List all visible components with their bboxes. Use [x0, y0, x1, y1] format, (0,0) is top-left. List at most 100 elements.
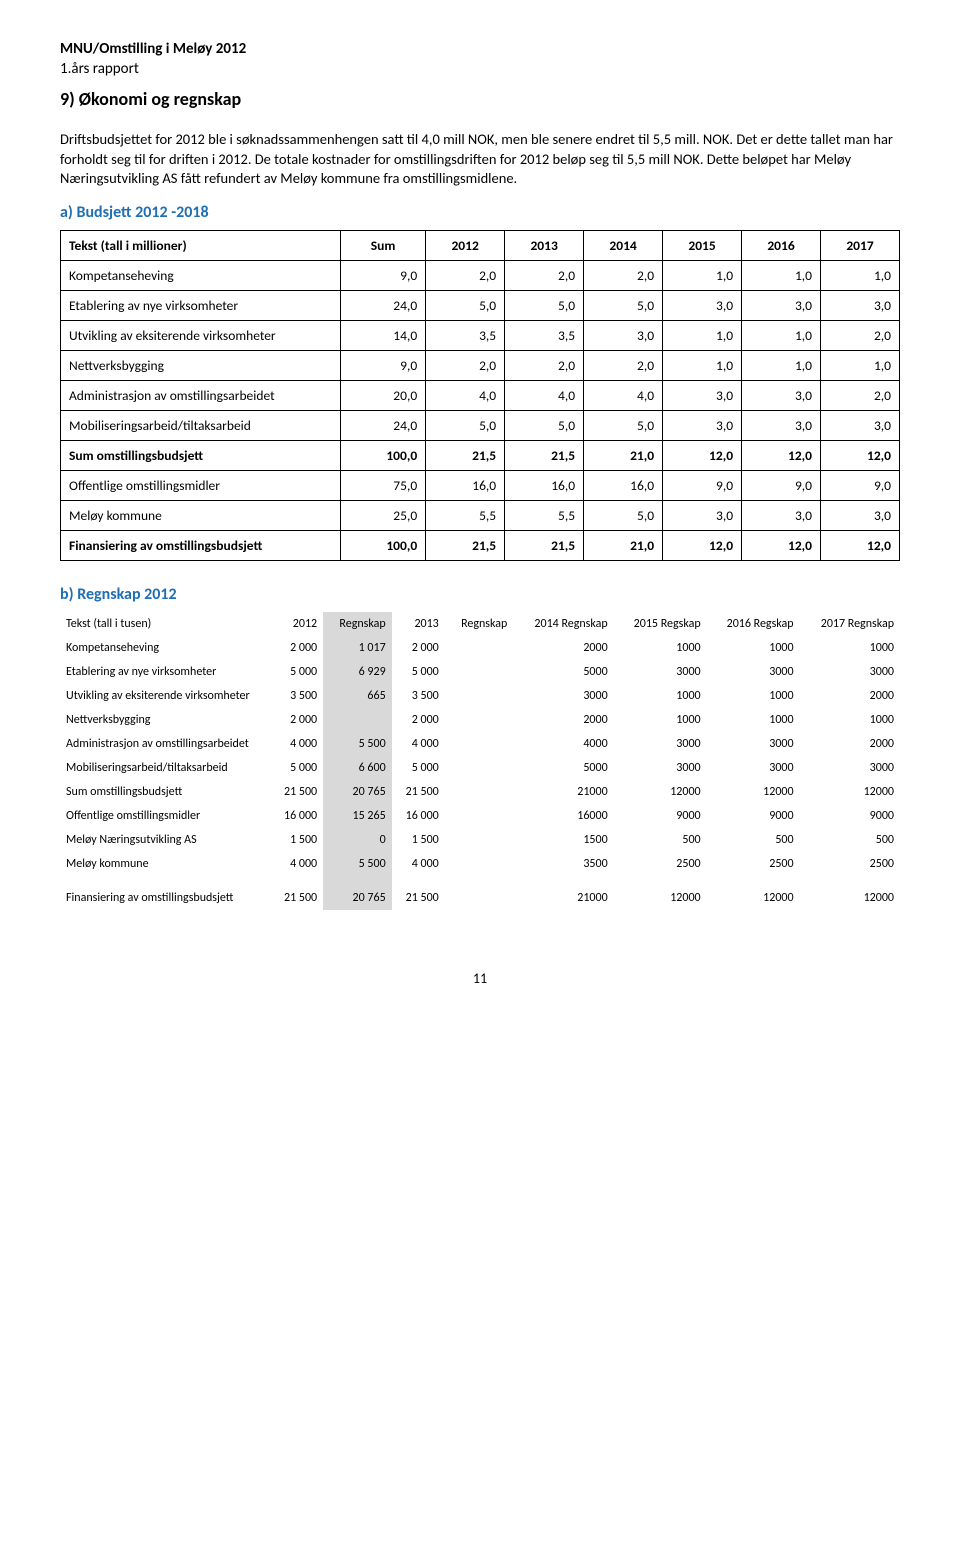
table-row: Sum omstillingsbudsjett21 50020 76521 50… [60, 780, 900, 804]
gap-cell [707, 876, 800, 886]
cell: 2,0 [505, 260, 584, 290]
budget-col: 2016 [742, 230, 821, 260]
table-row: Mobiliseringsarbeid/tiltaksarbeid24,0 5,0… [61, 410, 900, 440]
regnskap-table: Tekst (tall i tusen) 2012 Regnskap 2013 … [60, 612, 900, 910]
cell: 21000 [513, 780, 613, 804]
doc-header-title: MNU/Omstilling i Meløy 2012 [60, 40, 900, 58]
cell: 21,5 [505, 530, 584, 560]
gap-cell [614, 876, 707, 886]
table-row: Nettverksbygging9,02,02,02,01,01,01,0 [61, 350, 900, 380]
cell: 4 000 [392, 852, 445, 876]
cell: 1 500 [392, 828, 445, 852]
cell: 24,0 [341, 290, 426, 320]
cell: 21 500 [270, 780, 323, 804]
cell: 20 765 [323, 780, 392, 804]
row-label: Nettverksbygging [60, 708, 270, 732]
cell: 2000 [800, 684, 900, 708]
cell: 3000 [614, 660, 707, 684]
regnskap-col: 2013 [392, 612, 445, 636]
cell: 21,5 [505, 440, 584, 470]
table-row: Utvikling av eksiterende virksomheter14,… [61, 320, 900, 350]
table-row: Utvikling av eksiterende virksomheter3 5… [60, 684, 900, 708]
cell: 1,0 [742, 350, 821, 380]
cell: 665 [323, 684, 392, 708]
row-label: Mobiliseringsarbeid/tiltaksarbeid [61, 410, 341, 440]
row-label: Administrasjon av omstillingsarbeidet [61, 380, 341, 410]
row-label: Etablering av nye virksomheter [61, 290, 341, 320]
cell: 4 000 [270, 852, 323, 876]
row-label: Meløy kommune [60, 852, 270, 876]
cell: 3,0 [821, 290, 900, 320]
cell: 9,0 [341, 350, 426, 380]
cell: 9000 [800, 804, 900, 828]
cell: 16,0 [426, 470, 505, 500]
cell: 1000 [707, 708, 800, 732]
cell: 1 500 [270, 828, 323, 852]
cell: 21 500 [392, 780, 445, 804]
cell: 2,0 [426, 260, 505, 290]
cell: 3000 [513, 684, 613, 708]
row-label: Administrasjon av omstillingsarbeidet [60, 732, 270, 756]
cell [445, 732, 514, 756]
table-row: Etablering av nye virksomheter5 0006 929… [60, 660, 900, 684]
page-number: 11 [60, 970, 900, 987]
cell: 2 000 [270, 708, 323, 732]
cell: 4000 [513, 732, 613, 756]
cell: 12,0 [821, 530, 900, 560]
row-label: Kompetanseheving [60, 636, 270, 660]
cell: 12,0 [663, 440, 742, 470]
row-label: Meløy Næringsutvikling AS [60, 828, 270, 852]
cell: 3,0 [742, 500, 821, 530]
cell: 9000 [707, 804, 800, 828]
cell: 5,0 [584, 500, 663, 530]
row-label: Sum omstillingsbudsjett [61, 440, 341, 470]
cell [445, 804, 514, 828]
cell: 2000 [513, 636, 613, 660]
budget-heading: a) Budsjett 2012 -2018 [60, 203, 900, 222]
cell: 0 [323, 828, 392, 852]
cell [445, 780, 514, 804]
row-label: Kompetanseheving [61, 260, 341, 290]
cell: 2,0 [426, 350, 505, 380]
cell: 5,0 [505, 410, 584, 440]
budget-col: 2013 [505, 230, 584, 260]
cell: 3000 [707, 660, 800, 684]
cell: 5,0 [584, 290, 663, 320]
cell [445, 828, 514, 852]
cell [445, 636, 514, 660]
cell: 5 000 [392, 756, 445, 780]
cell: 1000 [707, 684, 800, 708]
cell: 2 000 [392, 636, 445, 660]
cell: 5000 [513, 756, 613, 780]
cell: 1000 [800, 636, 900, 660]
cell: 9000 [614, 804, 707, 828]
cell: 5 500 [323, 852, 392, 876]
cell: 24,0 [341, 410, 426, 440]
cell: 3,0 [663, 380, 742, 410]
cell: 2,0 [821, 380, 900, 410]
row-label: Utvikling av eksiterende virksomheter [61, 320, 341, 350]
cell: 16 000 [392, 804, 445, 828]
regnskap-heading: b) Regnskap 2012 [60, 585, 900, 604]
doc-header-subtitle: 1.års rapport [60, 60, 900, 78]
cell [445, 708, 514, 732]
cell: 12000 [614, 780, 707, 804]
row-label: Sum omstillingsbudsjett [60, 780, 270, 804]
cell: 9,0 [821, 470, 900, 500]
cell: 3500 [513, 852, 613, 876]
cell: 4,0 [584, 380, 663, 410]
cell: 3000 [614, 756, 707, 780]
gap-cell [323, 876, 392, 886]
table-row: Finansiering av omstillingsbudsjett100,0… [61, 530, 900, 560]
cell [445, 660, 514, 684]
budget-col: 2014 [584, 230, 663, 260]
cell: 500 [707, 828, 800, 852]
cell: 15 265 [323, 804, 392, 828]
gap-cell [392, 876, 445, 886]
section-body: Driftsbudsjettet for 2012 ble i søknadss… [60, 130, 900, 189]
gap-row [60, 876, 900, 886]
cell: 2,0 [584, 350, 663, 380]
cell: 2000 [800, 732, 900, 756]
table-row: Meløy kommune25,05,55,55,03,03,03,0 [61, 500, 900, 530]
cell: 6 929 [323, 660, 392, 684]
